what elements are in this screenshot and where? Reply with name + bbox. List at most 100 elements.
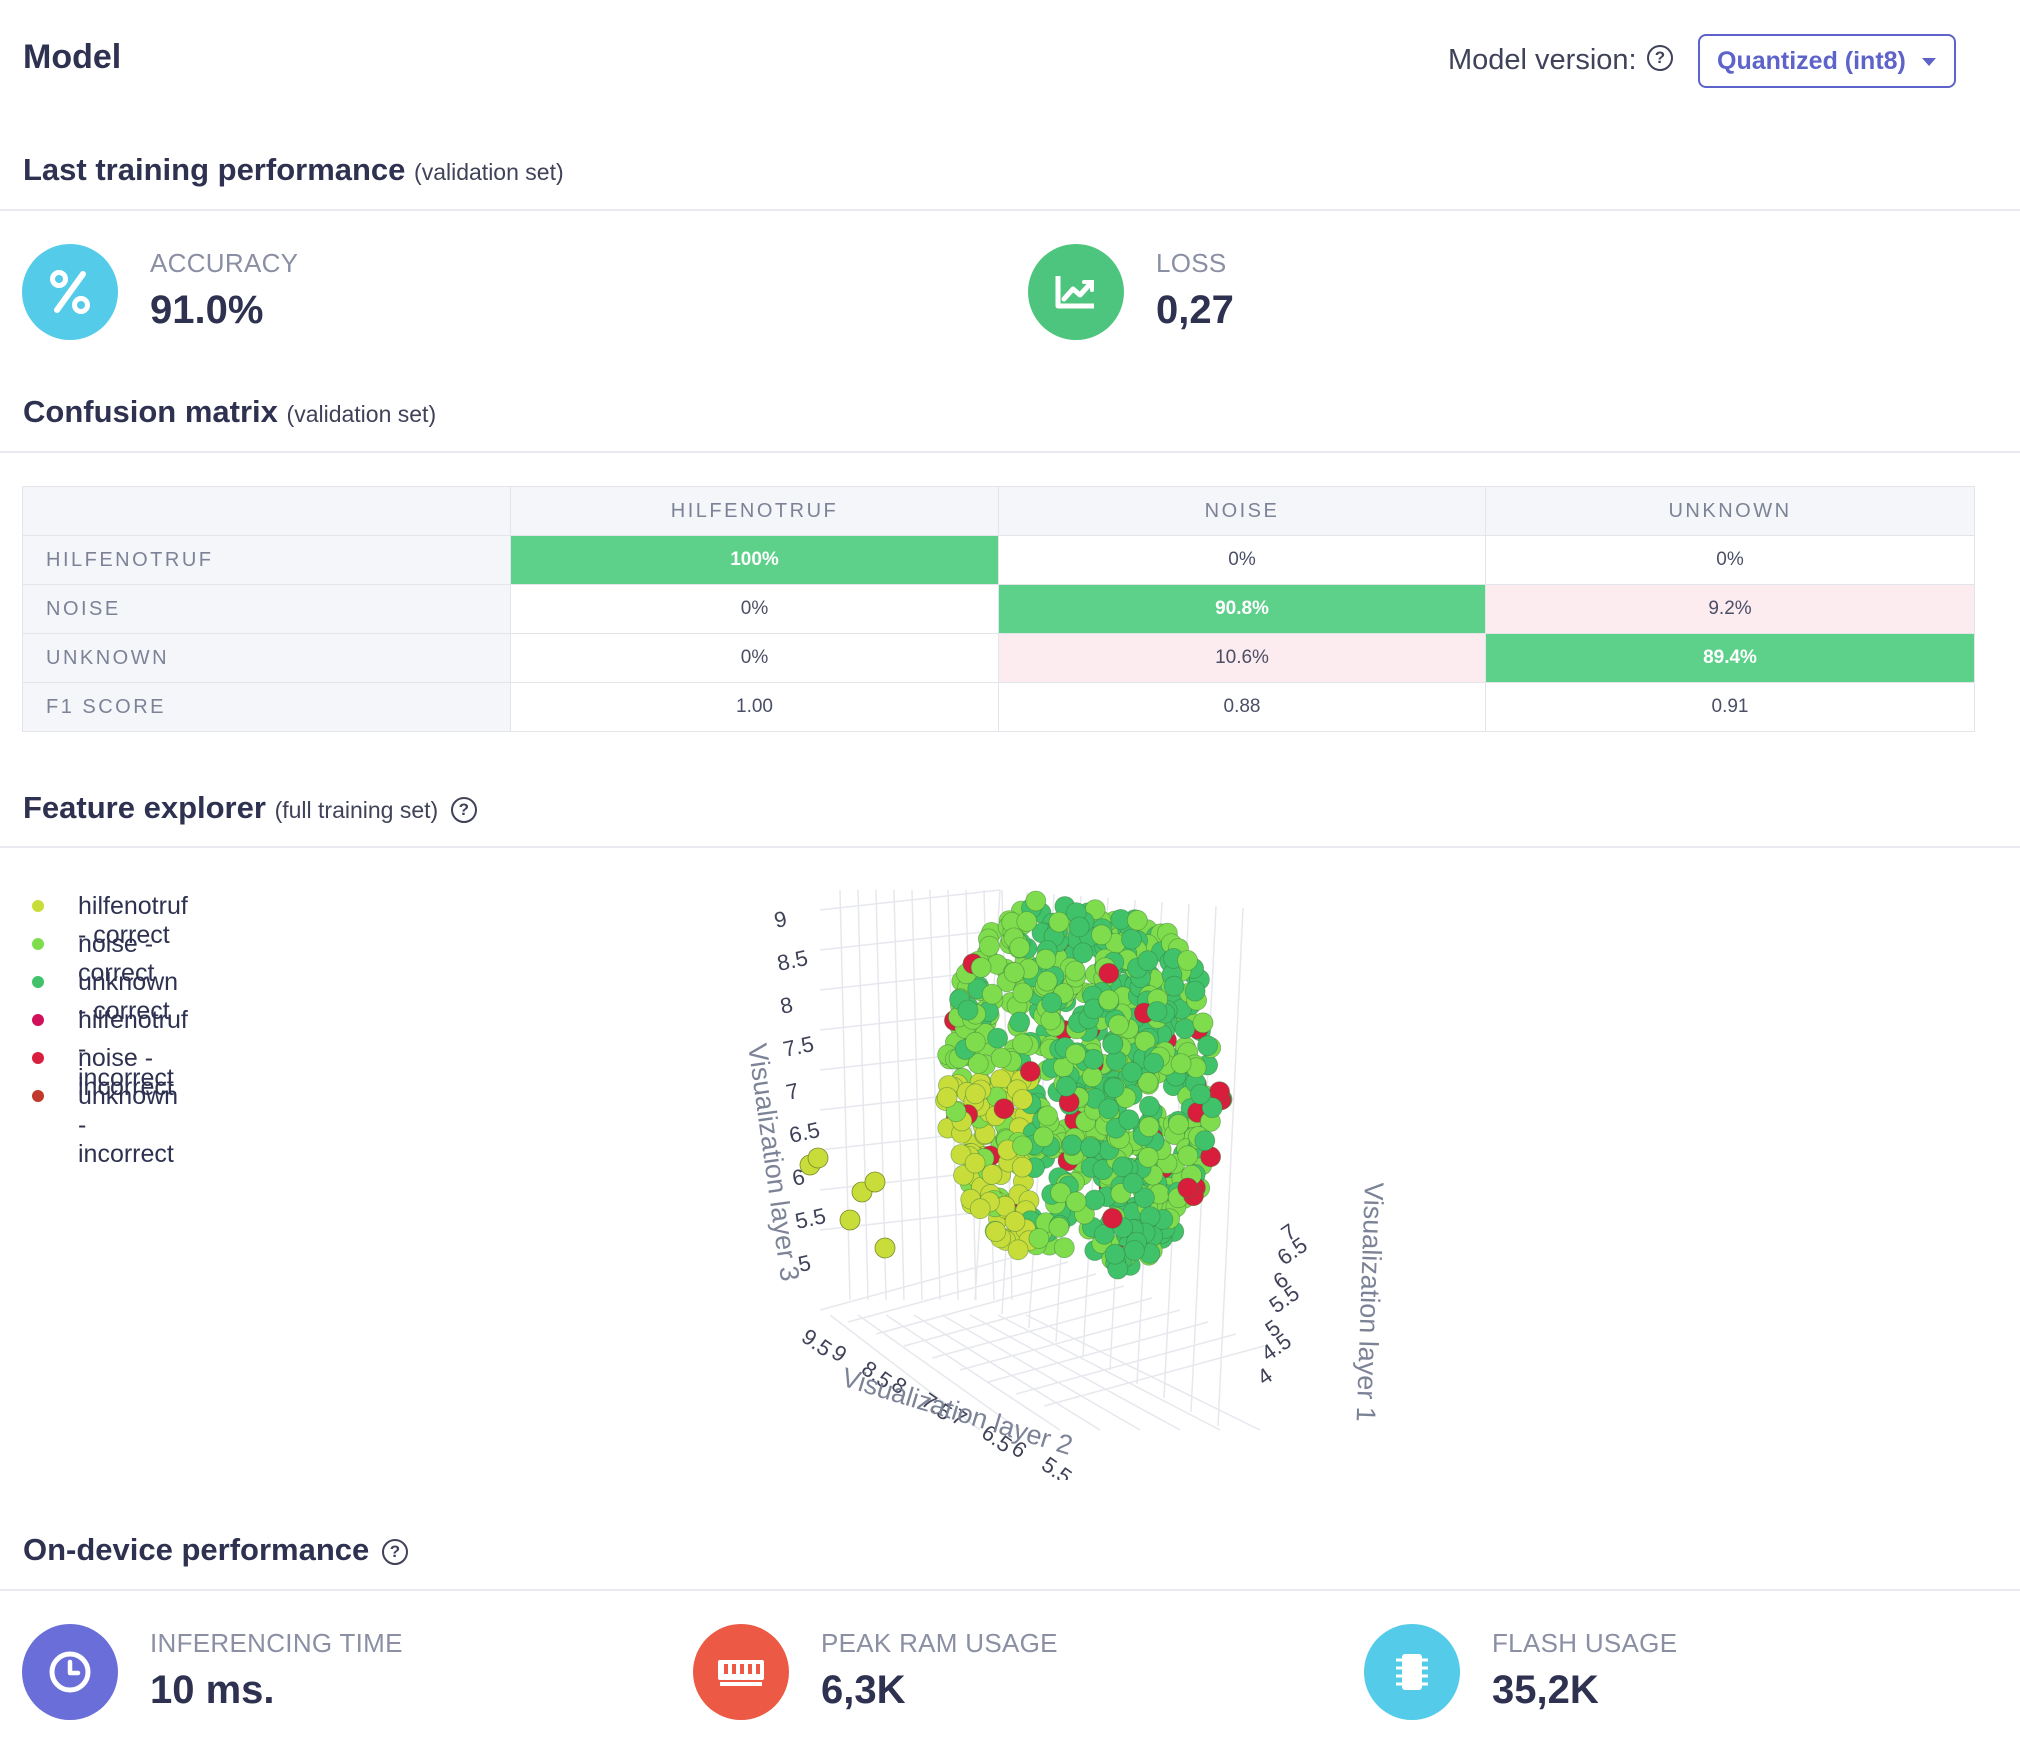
3d-scatter-plot[interactable]: 98.587.576.565.559.598.587.576.565.576.5… (700, 870, 1420, 1480)
scatter-point (1083, 1048, 1104, 1070)
scatter-point (1084, 1189, 1106, 1211)
model-version-label: Model version: (1448, 44, 1637, 76)
training-title: Last training performance (23, 152, 406, 187)
scatter-point (1134, 1030, 1156, 1052)
scatter-point (981, 983, 1003, 1005)
table-cell: 0% (510, 633, 999, 683)
column-header: HILFENOTRUF (510, 486, 999, 536)
y-tick-label: 5.5 (1265, 1280, 1304, 1318)
scatter-point (1098, 989, 1120, 1011)
scatter-point (1091, 924, 1112, 946)
scatter-point (987, 1027, 1009, 1049)
table-header-row: HILFENOTRUF NOISE UNKNOWN (22, 486, 1975, 536)
memory-icon (693, 1624, 789, 1720)
scatter-point (1137, 1071, 1159, 1093)
help-icon[interactable]: ? (1647, 45, 1673, 71)
scatter-point (1033, 1126, 1054, 1148)
scatter-point (1112, 1156, 1133, 1178)
scatter-point (1168, 1113, 1189, 1135)
table-cell: 0.88 (998, 682, 1486, 732)
z-tick-label: 9 (772, 906, 789, 933)
model-version-dropdown[interactable]: Quantized (int8) (1698, 34, 1956, 88)
legend-dot (32, 976, 44, 988)
ram-label: PEAK RAM USAGE (821, 1628, 1058, 1658)
scatter-point (1121, 1061, 1143, 1083)
x-axis-title: Visualization layer 2 (838, 1362, 1076, 1461)
scatter-point (807, 1147, 829, 1169)
loss-value: 0,27 (1156, 288, 1234, 332)
scatter-point (1133, 1187, 1155, 1209)
scatter-point (969, 1198, 991, 1220)
scatter-point (964, 1083, 986, 1105)
training-subtitle: (validation set) (414, 159, 564, 185)
scatter-point (1108, 1014, 1129, 1036)
confusion-matrix-table: HILFENOTRUF NOISE UNKNOWN HILFENOTRUF 10… (22, 486, 1975, 732)
scatter-point (1004, 1211, 1026, 1232)
scatter-point (1048, 1216, 1070, 1238)
caret-down-icon (1922, 58, 1936, 66)
explorer-section-title: Feature explorer (full training set) ? (23, 790, 477, 826)
scatter-point (1098, 962, 1120, 984)
scatter-point (1065, 1191, 1087, 1213)
scatter-point (1072, 942, 1094, 964)
page-title: Model (23, 38, 122, 76)
scatter-point (1177, 1177, 1199, 1199)
legend-dot (32, 1014, 44, 1026)
divider (0, 846, 2020, 848)
scatter-point (1126, 909, 1148, 931)
scatter-point (1194, 1130, 1216, 1152)
confusion-title: Confusion matrix (23, 394, 278, 429)
legend-dot (32, 1052, 44, 1064)
scatter-point (1143, 1052, 1165, 1074)
chip-icon (1364, 1624, 1460, 1720)
z-tick-label: 6.5 (787, 1117, 822, 1148)
scatter-point (1123, 1239, 1145, 1261)
scatter-point (1121, 928, 1142, 950)
scatter-point (1080, 1137, 1102, 1158)
scatter-point (1028, 1228, 1050, 1249)
z-tick-label: 7 (784, 1078, 801, 1105)
scatter-point (1189, 1083, 1211, 1105)
scatter-point (1122, 1172, 1144, 1194)
scatter-point (1137, 1146, 1159, 1168)
z-tick-label: 8 (778, 992, 795, 1019)
row-header: UNKNOWN (22, 633, 511, 683)
divider (0, 209, 2020, 211)
table-cell: 90.8% (998, 584, 1486, 634)
help-icon[interactable]: ? (381, 1538, 408, 1565)
y-tick-label: 4.5 (1257, 1328, 1296, 1366)
legend-dot (32, 938, 44, 950)
z-tick-label: 8.5 (775, 945, 810, 976)
scatter-point (1035, 948, 1057, 970)
scatter-point (985, 1221, 1007, 1243)
scatter-point (1055, 1075, 1077, 1097)
explorer-title: Feature explorer (23, 790, 266, 825)
scatter-point (1025, 890, 1047, 912)
scatter-point (1104, 1243, 1126, 1265)
explorer-subtitle: (full training set) (274, 797, 439, 823)
scatter-point (864, 1171, 886, 1193)
scatter-point (1012, 1088, 1033, 1110)
ondevice-section-title: On-device performance ? (23, 1532, 408, 1568)
scatter-point (1137, 950, 1159, 972)
scatter-point (1184, 980, 1206, 1002)
column-header: NOISE (998, 486, 1486, 536)
scatter-point (1019, 1060, 1041, 1082)
z-tick-label: 6 (790, 1164, 807, 1191)
loss-label: LOSS (1156, 248, 1227, 278)
scatter-point (1012, 982, 1034, 1004)
help-icon[interactable]: ? (450, 796, 477, 823)
table-cell: 9.2% (1485, 584, 1975, 634)
table-cell: 0% (510, 584, 999, 634)
scatter-point (1102, 1033, 1124, 1055)
inferencing-label: INFERENCING TIME (150, 1628, 403, 1658)
scatter-point (1011, 1156, 1033, 1178)
table-cell: 10.6% (998, 633, 1486, 683)
scatter-point (1064, 960, 1086, 982)
divider (0, 1589, 2020, 1591)
table-corner (22, 486, 511, 536)
legend-dot (32, 1090, 44, 1102)
scatter-point (1197, 1035, 1219, 1057)
scatter-point (993, 1098, 1015, 1120)
scatter-point (1007, 1239, 1029, 1261)
